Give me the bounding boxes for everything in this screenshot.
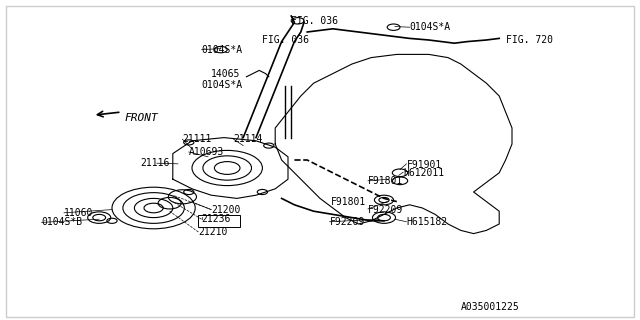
Text: FIG. 036: FIG. 036 xyxy=(262,35,309,45)
Text: F91901: F91901 xyxy=(406,160,442,170)
Text: 0104S*B: 0104S*B xyxy=(42,217,83,228)
Text: FIG. 036: FIG. 036 xyxy=(291,16,338,26)
Text: FIG. 720: FIG. 720 xyxy=(506,35,552,45)
Text: H615182: H615182 xyxy=(406,217,447,228)
Text: 21200: 21200 xyxy=(211,204,241,215)
Text: H612011: H612011 xyxy=(403,168,444,178)
Text: F92209: F92209 xyxy=(330,217,365,228)
Text: F91801: F91801 xyxy=(331,197,366,207)
Text: A10693: A10693 xyxy=(189,147,224,157)
Text: F92209: F92209 xyxy=(368,204,403,215)
Text: FRONT: FRONT xyxy=(125,113,159,124)
Text: 21114: 21114 xyxy=(234,134,263,144)
Text: 21210: 21210 xyxy=(198,227,228,237)
Text: 14065: 14065 xyxy=(211,68,241,79)
Text: 0104S*A: 0104S*A xyxy=(410,22,451,32)
Text: 21116: 21116 xyxy=(141,158,170,168)
Text: 21111: 21111 xyxy=(182,134,212,144)
Text: 21236: 21236 xyxy=(202,214,231,224)
Text: 0104S*A: 0104S*A xyxy=(202,44,243,55)
Text: 11060: 11060 xyxy=(64,208,93,218)
Text: 0104S*A: 0104S*A xyxy=(202,80,243,90)
FancyBboxPatch shape xyxy=(198,215,240,227)
Text: A035001225: A035001225 xyxy=(461,302,520,312)
Text: F91801: F91801 xyxy=(368,176,403,186)
